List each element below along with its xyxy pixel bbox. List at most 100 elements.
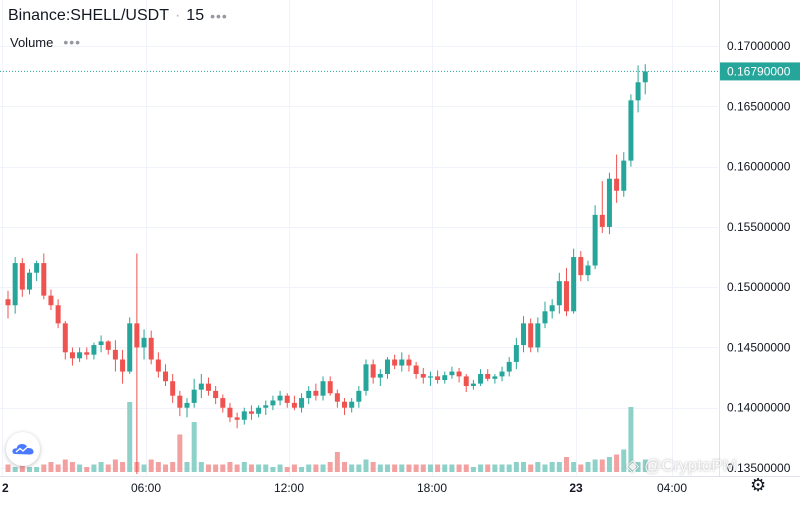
volume-bar <box>263 464 269 472</box>
candle-body <box>205 383 211 391</box>
candle-body <box>427 376 433 378</box>
volume-bar <box>62 459 68 472</box>
candle-body <box>306 390 312 399</box>
more-dots-icon[interactable]: ••• <box>210 8 228 24</box>
candles <box>5 64 648 475</box>
grid-lines <box>0 0 718 476</box>
candle-body <box>112 349 118 360</box>
volume-bar <box>542 464 548 472</box>
candle-body <box>456 371 462 377</box>
volume-bar <box>342 462 348 472</box>
volume-bar <box>77 464 83 472</box>
candle-body <box>127 323 133 372</box>
candle-body <box>384 359 390 374</box>
volume-bar <box>384 464 390 472</box>
volume-bar <box>513 462 519 472</box>
volume-bar <box>406 464 412 472</box>
volume-bar <box>34 467 40 472</box>
volume-bar <box>105 464 111 472</box>
volume-bar <box>356 464 362 472</box>
volume-bar <box>227 462 233 472</box>
candle-body <box>506 361 512 372</box>
candle-body <box>513 345 519 362</box>
volume-bar <box>234 464 240 472</box>
candle-body <box>413 365 419 374</box>
volume-bar <box>248 464 254 472</box>
candle-body <box>327 381 333 394</box>
gear-icon[interactable]: ⚙ <box>750 475 767 495</box>
candle-body <box>34 263 40 273</box>
time-tick-label: 23 <box>569 481 583 495</box>
candle-body <box>220 398 226 408</box>
volume-bar <box>499 464 505 472</box>
tradingview-logo-icon[interactable] <box>6 432 40 466</box>
volume-bar <box>84 467 90 472</box>
volume-bar <box>571 462 577 472</box>
volume-bar <box>41 464 47 472</box>
volume-legend[interactable]: Volume ••• <box>10 34 81 50</box>
volume-bar <box>277 464 283 472</box>
candle-body <box>263 405 269 408</box>
volume-bar <box>563 457 569 472</box>
candle-body <box>155 359 161 372</box>
volume-bar <box>12 467 18 472</box>
volume-bar <box>127 402 133 472</box>
candle-body <box>191 389 197 403</box>
volume-more-dots-icon[interactable]: ••• <box>63 34 82 50</box>
last-price-tag <box>720 62 800 81</box>
volume-bar <box>377 464 383 472</box>
candle-body <box>227 407 233 418</box>
candle-body <box>535 323 541 348</box>
volume-label: Volume <box>10 34 54 50</box>
volume-bar <box>427 464 433 472</box>
volume-bar <box>327 462 333 472</box>
candle-body <box>392 359 398 366</box>
candle-body <box>213 390 219 399</box>
volume-bar <box>621 449 627 472</box>
volume-bar <box>220 464 226 472</box>
volume-bar <box>141 464 147 472</box>
volume-bar <box>456 464 462 472</box>
candle-body <box>478 373 484 384</box>
candle-body <box>563 281 569 312</box>
candle-body <box>499 371 505 377</box>
volume-bar <box>528 464 534 472</box>
candle-body <box>184 402 190 408</box>
price-tick-label: 0.17000000 <box>727 39 791 53</box>
volume-bar <box>642 459 648 472</box>
symbol-name[interactable]: Binance:SHELL/USDT <box>8 7 169 24</box>
volume-bar <box>256 464 262 472</box>
time-tick-label: 06:00 <box>131 481 161 495</box>
candle-body <box>585 265 591 276</box>
time-tick-label: 12:00 <box>274 481 304 495</box>
candle-body <box>606 178 612 227</box>
volume-bar <box>349 464 355 472</box>
volume-bar <box>213 464 219 472</box>
volume-bar <box>521 462 527 472</box>
volume-bar <box>55 464 61 472</box>
candle-body <box>313 390 319 396</box>
volume-bar <box>535 462 541 472</box>
candle-body <box>320 381 326 396</box>
volume-bar <box>420 464 426 472</box>
volume-bar <box>299 467 305 472</box>
candle-body <box>356 390 362 402</box>
candle-body <box>19 263 25 290</box>
time-axis[interactable]: 2 06:00 12:00 18:00 23 04:00 <box>2 481 687 495</box>
interval-label[interactable]: 15 <box>186 7 205 24</box>
candle-body <box>470 383 476 387</box>
candle-body <box>349 401 355 408</box>
candle-body <box>26 272 32 290</box>
volume-bar <box>442 464 448 472</box>
volume-bar <box>5 464 11 472</box>
volume-bar <box>478 464 484 472</box>
last-price-label: 0.16790000 <box>720 62 800 81</box>
candle-body <box>599 214 605 227</box>
symbol-legend[interactable]: Binance:SHELL/USDT · 15 ••• <box>8 7 228 25</box>
volume-bar <box>628 407 634 472</box>
candle-body <box>234 417 240 420</box>
price-axis[interactable]: 0.13500000 0.14000000 0.14500000 0.15000000… <box>727 39 791 475</box>
volume-bar <box>592 459 598 472</box>
